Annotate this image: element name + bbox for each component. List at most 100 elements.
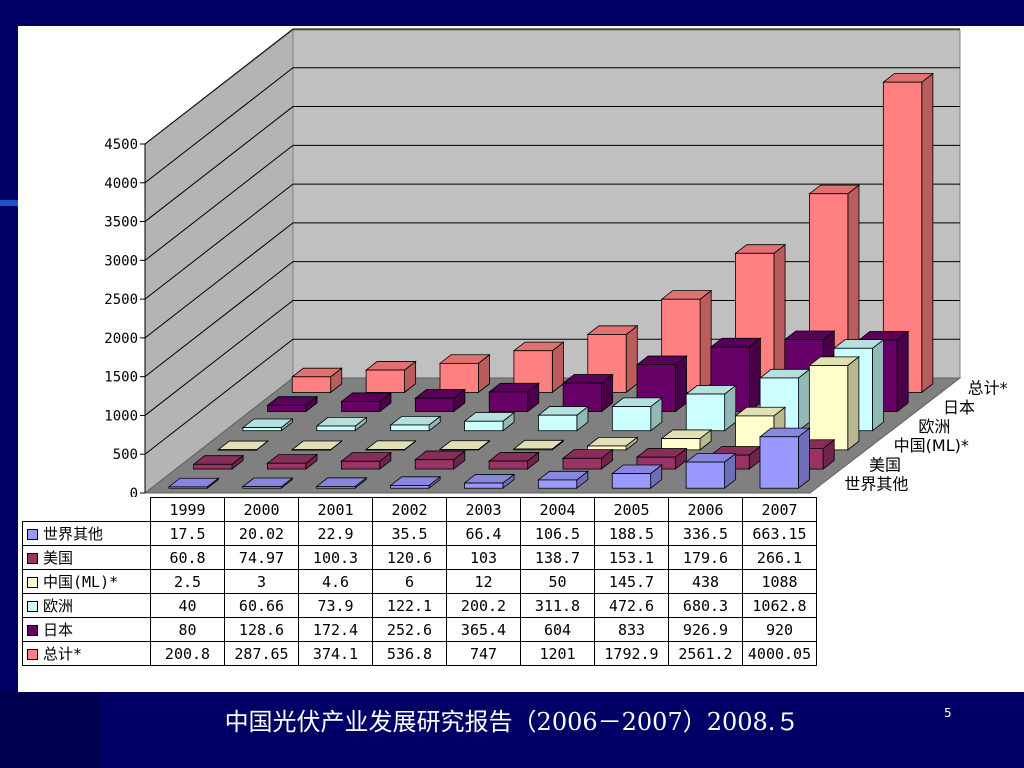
series-label: 中国(ML)* (894, 436, 969, 455)
data-label: 2.5 (150, 569, 225, 594)
gridline (144, 183, 960, 300)
y-tick-label: 3500 (104, 215, 138, 231)
bar-front (414, 459, 455, 470)
bar-front (217, 449, 258, 451)
bar-日本-2000 (340, 392, 393, 413)
bar-side (896, 330, 909, 413)
bar-front (414, 397, 455, 412)
y-tick-label: 4500 (104, 137, 138, 153)
bar-美国-2000 (266, 453, 319, 470)
data-label: 536.8 (372, 641, 447, 666)
data-label: 100.3 (298, 545, 373, 570)
bar-中国(ML)*-2002 (438, 439, 491, 451)
data-label: 472.6 (594, 593, 669, 618)
bar-世界其他-2000 (241, 477, 294, 490)
series-label: 日本 (943, 398, 975, 417)
bar-中国(ML)*-2001 (364, 440, 417, 451)
data-label: 1201 (520, 641, 595, 666)
table-row: 日本 80 128.6 172.4 252.6 365.4 604 833 926.9 920 (22, 617, 817, 642)
data-label: 200.8 (150, 641, 225, 666)
bar-总计*-1999 (291, 367, 343, 394)
table-header-row: 1999 2000 2001 2002 2003 2004 2005 2006 2007 (22, 497, 817, 522)
data-label: 66.4 (446, 521, 521, 546)
bar-side (872, 338, 884, 432)
data-label: 17.5 (150, 521, 225, 546)
bar-世界其他-2001 (315, 476, 368, 490)
bar-front (316, 486, 356, 489)
bar-side (798, 368, 811, 432)
bar-欧洲-2004 (611, 397, 664, 432)
bar-side (699, 289, 712, 394)
data-label: 128.6 (224, 617, 299, 642)
legend-swatch (27, 577, 38, 588)
series-legend-label: 总计* (22, 641, 151, 666)
data-label: 311.8 (520, 593, 595, 618)
bar-front (242, 427, 282, 432)
bar-front (340, 460, 381, 470)
data-label: 747 (446, 641, 521, 666)
data-label: 153.1 (594, 545, 669, 570)
bar-front (390, 424, 430, 432)
data-label: 266.1 (742, 545, 817, 570)
data-label: 12 (446, 569, 521, 594)
bar-世界其他-2002 (389, 476, 442, 490)
bar-欧洲-2001 (389, 415, 442, 432)
series-legend-label: 日本 (22, 617, 151, 642)
bar-front (488, 460, 528, 470)
y-tick-label: 0 (130, 486, 138, 502)
data-label: 926.9 (668, 617, 743, 642)
bar-side (675, 355, 687, 413)
bar-美国-2004 (561, 448, 614, 470)
slide-caption: 中国光伏产业发展研究报告（2006－2007）2008.５ (224, 708, 800, 736)
bar-side (921, 72, 934, 394)
data-label: 833 (594, 617, 669, 642)
bar-世界其他-2005 (611, 464, 663, 490)
bar-中国(ML)*-2007 (808, 356, 861, 451)
category-label: 2003 (446, 497, 521, 522)
data-label: 6 (372, 569, 447, 594)
table-row: 世界其他 17.5 20.02 22.9 35.5 66.4 106.5 188.5 336.5… (22, 521, 817, 546)
table-row: 中国(ML)* 2.5 3 4.6 6 12 50 145.7 438 1088 (22, 569, 817, 594)
bar-front (685, 393, 726, 432)
bar-中国(ML)*-2005 (660, 429, 713, 451)
data-label: 106.5 (520, 521, 595, 546)
y-tick-label: 4000 (104, 176, 138, 192)
data-label: 60.8 (150, 545, 225, 570)
bar-世界其他-2003 (463, 473, 516, 490)
category-label: 2001 (298, 497, 373, 522)
bar-front (365, 369, 405, 393)
data-label: 287.65 (224, 641, 299, 666)
bar-总计*-2002 (512, 341, 565, 394)
data-label: 920 (742, 617, 817, 642)
bar-中国(ML)*-2003 (512, 439, 565, 451)
bar-side (798, 427, 810, 490)
data-label: 200.2 (446, 593, 521, 618)
bar-美国-1999 (192, 454, 245, 470)
legend-swatch (27, 625, 38, 636)
data-label: 138.7 (520, 545, 595, 570)
bar-front (808, 365, 849, 451)
data-label: 663.15 (742, 521, 817, 546)
data-label: 1062.8 (742, 593, 817, 618)
data-label: 179.6 (668, 545, 743, 570)
bar-美国-2002 (414, 450, 466, 470)
category-label: 2000 (224, 497, 299, 522)
bar-日本-2001 (414, 388, 467, 413)
data-label: 60.66 (224, 593, 299, 618)
series-legend-label: 中国(ML)* (22, 569, 151, 594)
bar-side (847, 356, 860, 451)
bar-side (748, 337, 761, 413)
data-label: 145.7 (594, 569, 669, 594)
data-label: 680.3 (668, 593, 743, 618)
table-row: 欧洲 40 60.66 73.9 122.1 200.2 311.8 472.6 680.3 10… (22, 593, 817, 618)
bar-世界其他-1999 (167, 477, 220, 490)
legend-swatch (27, 529, 38, 540)
bar-front (341, 401, 381, 412)
bar-side (625, 324, 638, 394)
data-label: 80 (150, 617, 225, 642)
chart: 0 500 1000 1500 2000 2500 3000 3500 4000 4500 世界其他… (104, 28, 1008, 502)
bar-front (267, 462, 307, 470)
series-legend-label: 欧洲 (22, 593, 151, 618)
bar-美国-2003 (487, 451, 540, 470)
data-label: 74.97 (224, 545, 299, 570)
